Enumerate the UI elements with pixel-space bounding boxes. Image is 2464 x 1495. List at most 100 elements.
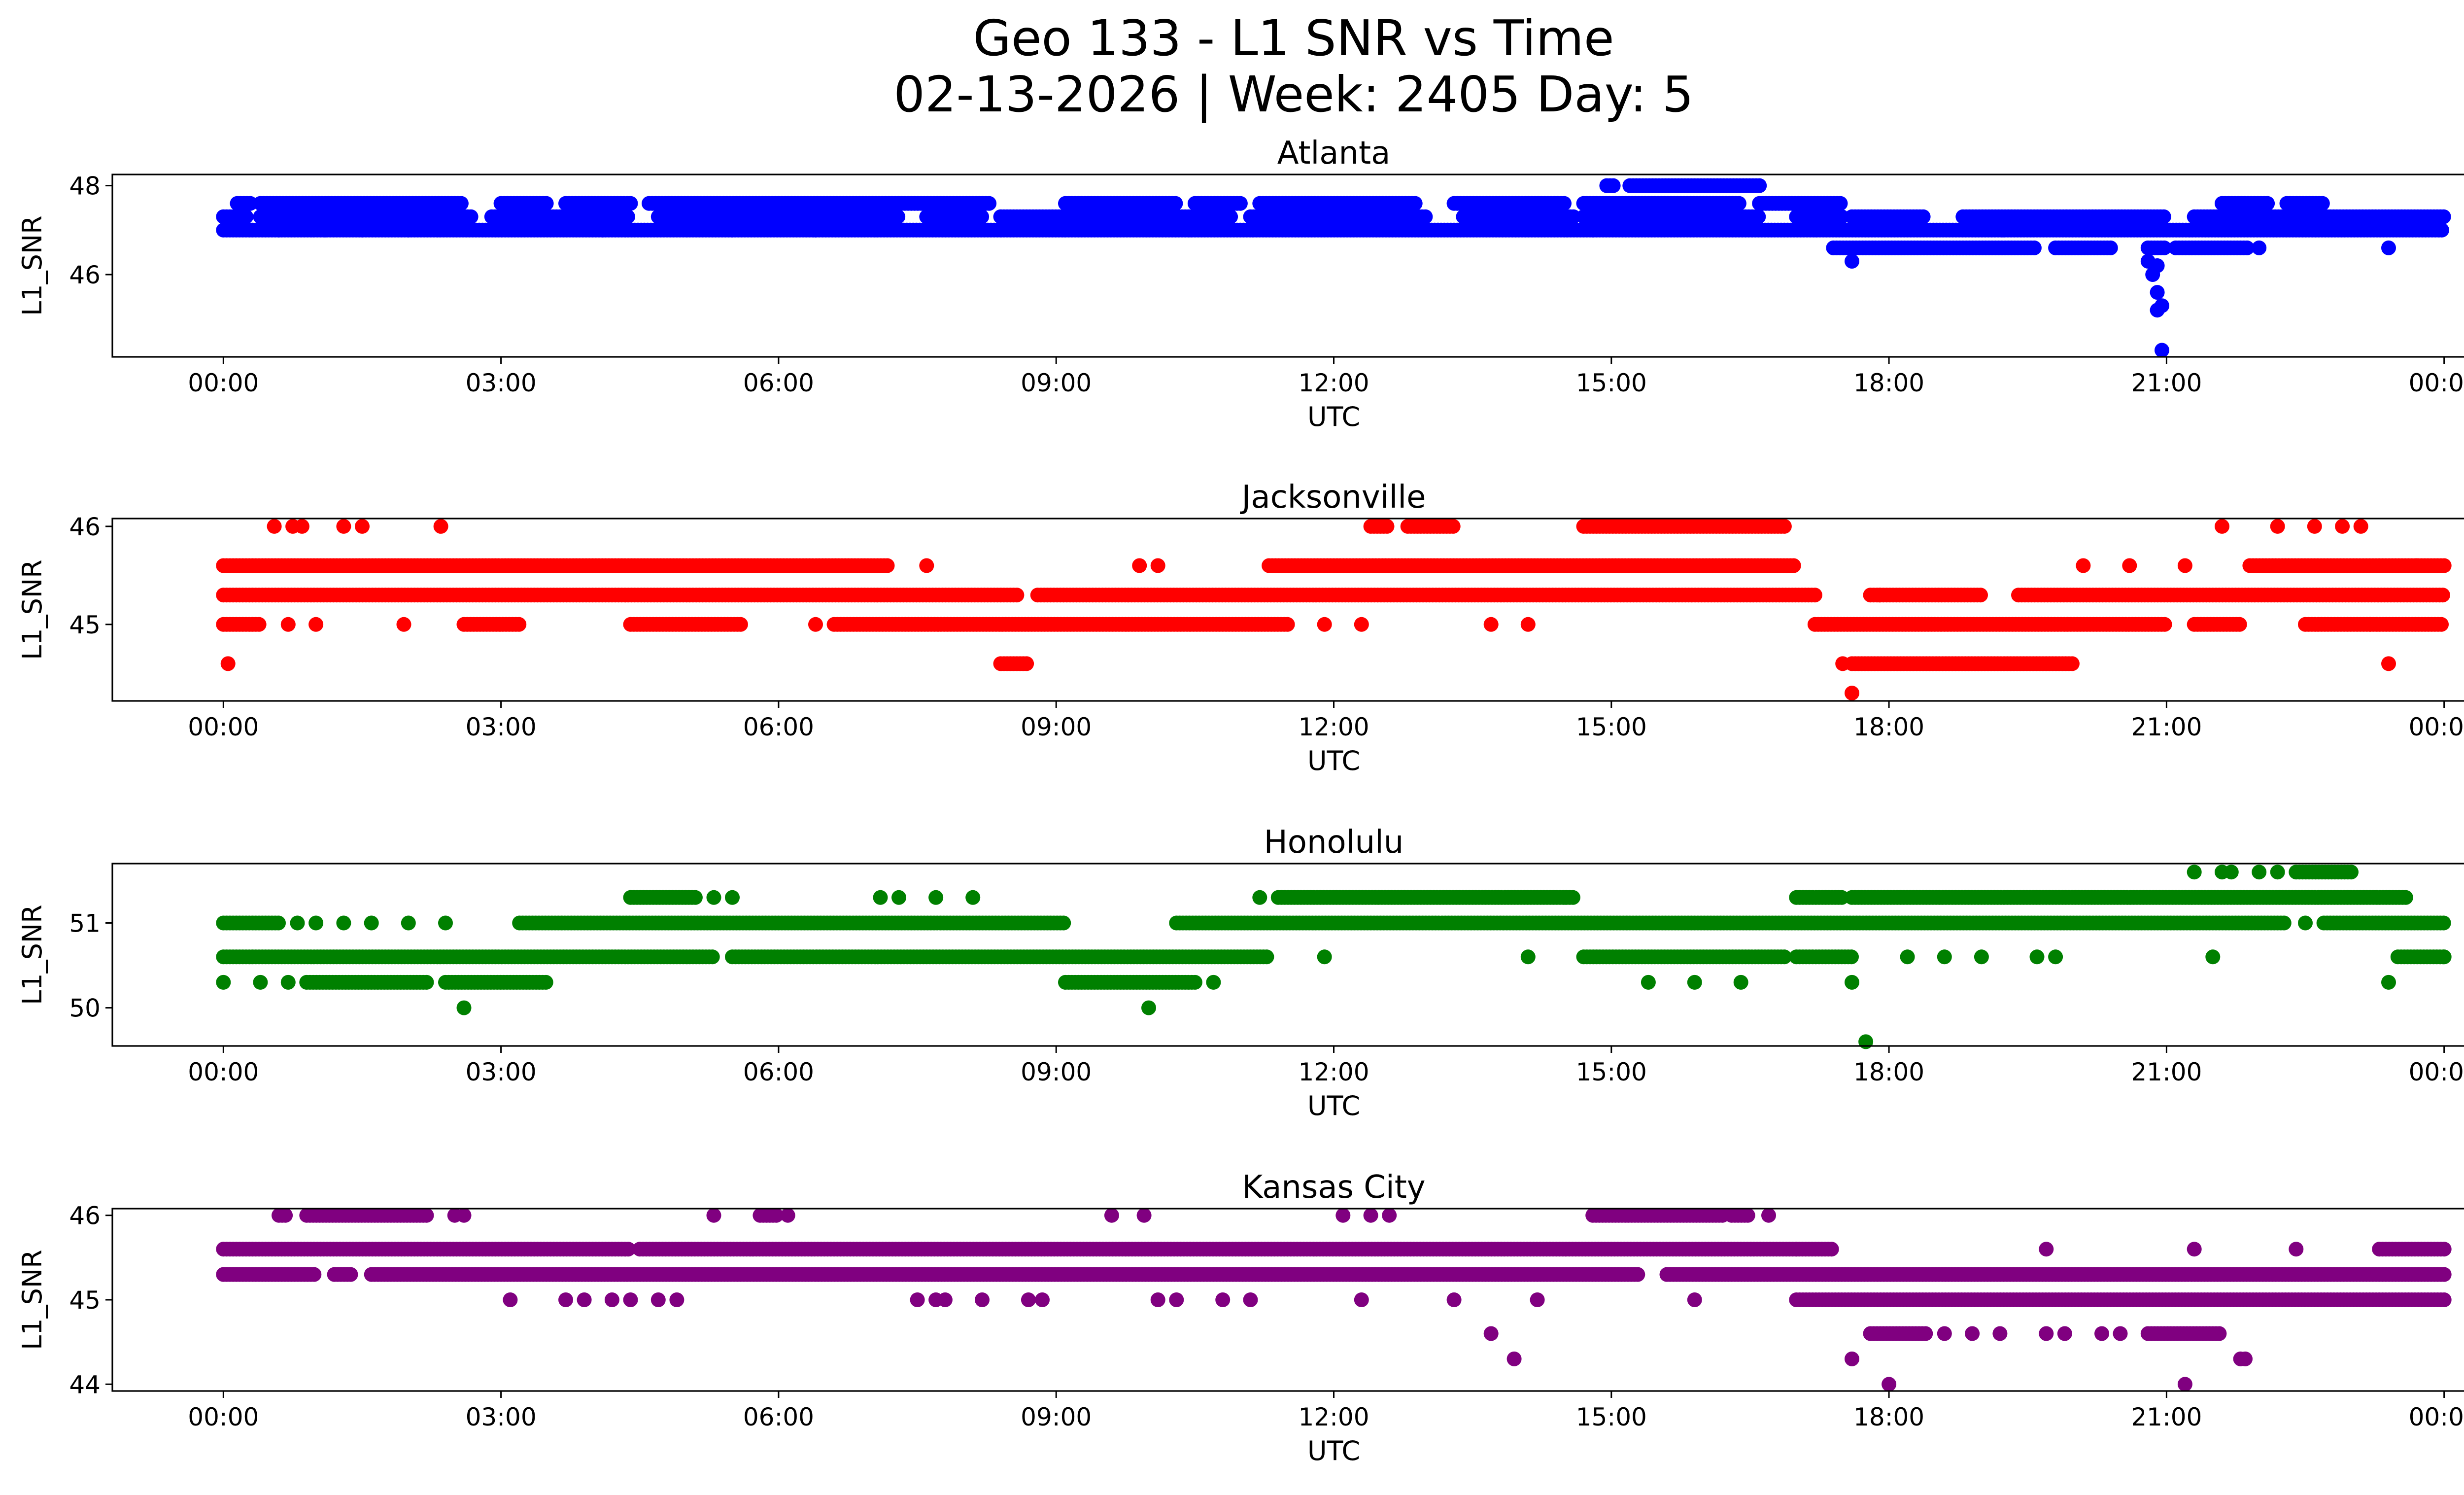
- data-point: [1845, 254, 1859, 269]
- data-point: [2122, 558, 2137, 573]
- data-point: [880, 558, 895, 573]
- data-point: [1752, 178, 1767, 193]
- data-point: [2215, 519, 2229, 534]
- data-point: [2076, 558, 2091, 573]
- data-point: [251, 617, 267, 632]
- x-tick-label: 03:00: [466, 369, 537, 397]
- data-point: [2436, 915, 2451, 931]
- data-point: [974, 209, 990, 224]
- data-point: [317, 222, 333, 238]
- data-point: [267, 519, 282, 534]
- data-point: [1916, 209, 1931, 224]
- data-point: [2335, 519, 2350, 534]
- y-tick-label: 48: [69, 172, 101, 201]
- scatter-series: [216, 865, 2452, 1049]
- data-point: [2353, 519, 2368, 534]
- data-point: [2239, 240, 2255, 255]
- data-point: [1973, 588, 1988, 603]
- data-point: [336, 519, 351, 534]
- data-point: [2064, 656, 2080, 671]
- data-point: [2155, 343, 2169, 358]
- data-point: [1009, 588, 1025, 603]
- y-tick-label: 46: [69, 513, 101, 541]
- x-tick-label: 12:00: [1298, 713, 1369, 741]
- data-point: [1445, 519, 1461, 534]
- x-tick-label: 00:00: [2409, 713, 2464, 741]
- figure-title-line1: Geo 133 - L1 SNR vs Time: [973, 9, 1614, 67]
- data-point: [1379, 519, 1395, 534]
- data-point: [1833, 196, 1848, 211]
- data-point: [2381, 656, 2396, 671]
- data-point: [1777, 519, 1792, 534]
- data-point: [1483, 617, 1499, 632]
- x-tick-label: 03:00: [466, 713, 537, 741]
- data-point: [1786, 558, 1801, 573]
- data-point: [2409, 558, 2424, 573]
- data-point: [419, 974, 434, 990]
- axes-frame: [111, 518, 2464, 702]
- data-point: [1019, 656, 1034, 671]
- data-point: [2434, 617, 2449, 632]
- x-tick-label: 00:00: [188, 713, 259, 741]
- x-axis-label: UTC: [1307, 745, 1360, 776]
- data-point: [1418, 209, 1433, 224]
- data-point: [1585, 222, 1601, 238]
- figure-title-line2: 02-13-2026 | Week: 2405 Day: 5: [893, 66, 1693, 123]
- data-point: [2157, 617, 2172, 632]
- data-point: [401, 222, 416, 238]
- data-point: [1150, 558, 1165, 573]
- data-point: [1606, 178, 1621, 193]
- data-point: [620, 209, 635, 224]
- data-point: [1724, 209, 1739, 224]
- data-point: [453, 196, 469, 211]
- data-point: [808, 617, 823, 632]
- data-point: [355, 519, 370, 534]
- y-tick-label: 46: [69, 261, 101, 289]
- data-point: [1835, 656, 1850, 671]
- data-point: [2026, 240, 2042, 255]
- x-tick-label: 18:00: [1853, 369, 1924, 397]
- data-point: [2307, 519, 2322, 534]
- data-point: [2156, 240, 2172, 255]
- data-point: [1056, 915, 1071, 931]
- data-point: [1187, 974, 1202, 990]
- data-point: [239, 209, 254, 224]
- subplot-title: Atlanta: [1277, 135, 1391, 172]
- data-point: [1872, 588, 1887, 603]
- data-point: [294, 519, 309, 534]
- data-point: [2156, 209, 2171, 224]
- x-tick-label: 21:00: [2131, 713, 2202, 741]
- data-point: [1168, 196, 1183, 211]
- x-axis-label: UTC: [1307, 401, 1360, 432]
- data-point: [2232, 617, 2247, 632]
- data-point: [725, 222, 740, 238]
- data-point: [1844, 949, 1859, 965]
- data-point: [355, 222, 370, 238]
- data-point: [539, 196, 554, 211]
- data-point: [2315, 196, 2330, 211]
- x-tick-label: 15:00: [1576, 369, 1647, 397]
- scatter-series: [216, 519, 2452, 701]
- data-point: [2150, 285, 2165, 300]
- data-point: [2435, 588, 2450, 603]
- data-point: [1223, 209, 1238, 224]
- data-point: [272, 222, 286, 238]
- x-tick-label: 00:00: [2409, 369, 2464, 397]
- data-point: [1317, 617, 1332, 632]
- data-point: [808, 222, 823, 238]
- data-point: [396, 617, 411, 632]
- data-point: [1354, 617, 1369, 632]
- data-point: [271, 915, 286, 931]
- data-point: [2434, 222, 2449, 238]
- data-point: [919, 558, 934, 573]
- x-tick-label: 12:00: [1298, 369, 1369, 397]
- data-point: [1731, 196, 1746, 211]
- data-point: [687, 890, 703, 905]
- data-point: [1132, 558, 1147, 573]
- data-point: [2177, 558, 2192, 573]
- data-point: [308, 617, 324, 632]
- x-tick-label: 15:00: [1576, 713, 1647, 741]
- y-axis-label: L1_SNR: [17, 559, 48, 660]
